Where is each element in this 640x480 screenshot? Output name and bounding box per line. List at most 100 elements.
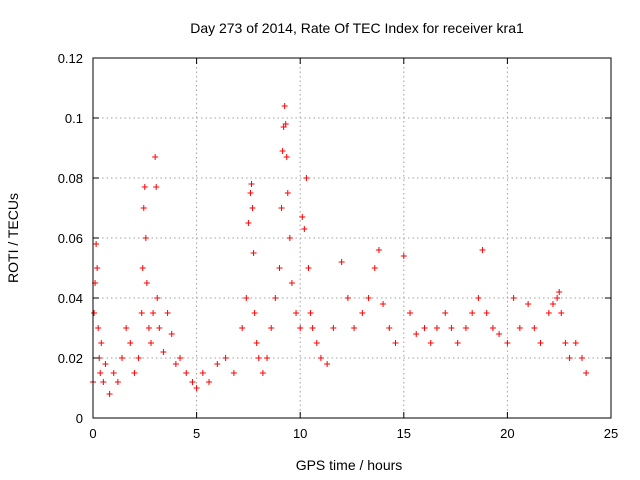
data-point bbox=[284, 190, 291, 196]
data-point bbox=[504, 340, 511, 346]
data-point bbox=[380, 301, 387, 307]
data-point bbox=[483, 310, 490, 316]
data-point bbox=[510, 295, 517, 301]
data-point bbox=[562, 340, 569, 346]
data-point bbox=[142, 235, 149, 241]
data-point bbox=[94, 265, 101, 271]
data-point bbox=[454, 340, 461, 346]
data-point bbox=[442, 310, 449, 316]
data-point bbox=[259, 370, 266, 376]
data-point bbox=[150, 310, 157, 316]
data-point bbox=[317, 355, 324, 361]
y-tick-label: 0 bbox=[76, 411, 83, 426]
data-point bbox=[153, 184, 160, 190]
data-point bbox=[279, 148, 286, 154]
data-point bbox=[247, 190, 254, 196]
data-point bbox=[100, 379, 107, 385]
data-point bbox=[344, 295, 351, 301]
data-point bbox=[516, 325, 523, 331]
data-point bbox=[413, 331, 420, 337]
data-point bbox=[469, 310, 476, 316]
data-point bbox=[95, 325, 102, 331]
x-tick-label: 10 bbox=[293, 426, 307, 441]
data-point bbox=[123, 325, 130, 331]
data-point bbox=[138, 310, 145, 316]
data-point bbox=[386, 325, 393, 331]
data-point bbox=[243, 295, 250, 301]
data-point bbox=[525, 301, 532, 307]
data-point bbox=[114, 379, 121, 385]
data-point bbox=[222, 355, 229, 361]
data-point bbox=[479, 247, 486, 253]
data-point bbox=[338, 259, 345, 265]
data-point bbox=[371, 265, 378, 271]
x-tick-label: 15 bbox=[397, 426, 411, 441]
y-tick-label: 0.12 bbox=[58, 51, 83, 66]
data-point bbox=[206, 379, 213, 385]
data-point bbox=[554, 295, 561, 301]
data-point bbox=[427, 340, 434, 346]
grid-lines bbox=[93, 58, 611, 418]
data-point bbox=[248, 181, 255, 187]
data-point bbox=[282, 121, 289, 127]
data-point bbox=[556, 289, 563, 295]
data-point bbox=[462, 325, 469, 331]
data-point bbox=[276, 265, 283, 271]
data-point bbox=[199, 370, 206, 376]
data-point bbox=[359, 310, 366, 316]
data-point bbox=[281, 103, 288, 109]
data-point bbox=[245, 220, 252, 226]
data-point bbox=[545, 310, 552, 316]
data-point bbox=[168, 331, 175, 337]
data-point bbox=[549, 301, 556, 307]
data-point bbox=[140, 205, 147, 211]
data-point bbox=[154, 295, 161, 301]
data-point bbox=[433, 325, 440, 331]
data-point bbox=[106, 391, 113, 397]
data-point bbox=[558, 310, 565, 316]
data-point bbox=[301, 226, 308, 232]
data-point bbox=[288, 280, 295, 286]
data-point bbox=[305, 265, 312, 271]
data-point bbox=[351, 325, 358, 331]
y-tick-label: 0.02 bbox=[58, 351, 83, 366]
data-point bbox=[268, 325, 275, 331]
y-tick-label: 0.1 bbox=[65, 111, 83, 126]
data-point bbox=[143, 280, 150, 286]
y-tick-label: 0.04 bbox=[58, 291, 83, 306]
data-point bbox=[448, 325, 455, 331]
y-tick-label: 0.08 bbox=[58, 171, 83, 186]
data-point bbox=[572, 340, 579, 346]
data-point bbox=[193, 385, 200, 391]
data-point bbox=[110, 370, 117, 376]
data-point bbox=[489, 325, 496, 331]
y-tick-label: 0.06 bbox=[58, 231, 83, 246]
data-point bbox=[91, 310, 98, 316]
data-point bbox=[148, 340, 155, 346]
data-point bbox=[164, 310, 171, 316]
data-point bbox=[531, 325, 538, 331]
data-point bbox=[172, 361, 179, 367]
data-point bbox=[145, 325, 152, 331]
data-point bbox=[177, 355, 184, 361]
x-axis-label: GPS time / hours bbox=[296, 457, 403, 473]
data-point bbox=[253, 340, 260, 346]
data-point bbox=[307, 310, 314, 316]
data-point bbox=[272, 295, 279, 301]
data-point bbox=[313, 340, 320, 346]
data-point bbox=[160, 349, 167, 355]
data-point bbox=[537, 340, 544, 346]
data-point bbox=[127, 340, 134, 346]
y-axis-label: ROTI / TECUs bbox=[5, 193, 21, 283]
data-point bbox=[135, 355, 142, 361]
data-point bbox=[293, 310, 300, 316]
data-point bbox=[566, 355, 573, 361]
data-point bbox=[365, 295, 372, 301]
data-point bbox=[309, 325, 316, 331]
data-point bbox=[421, 325, 428, 331]
data-point bbox=[286, 235, 293, 241]
x-tick-label: 20 bbox=[500, 426, 514, 441]
data-point bbox=[156, 325, 163, 331]
data-point bbox=[475, 295, 482, 301]
